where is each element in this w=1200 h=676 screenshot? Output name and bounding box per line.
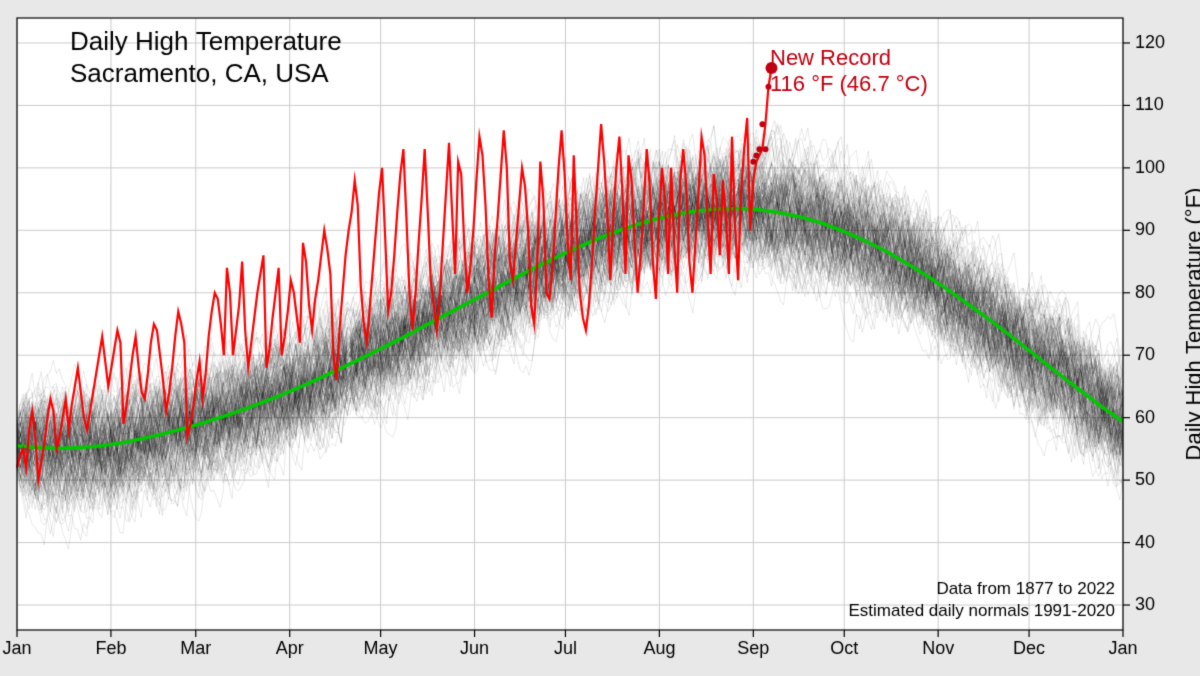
- temperature-chart: [0, 0, 1200, 676]
